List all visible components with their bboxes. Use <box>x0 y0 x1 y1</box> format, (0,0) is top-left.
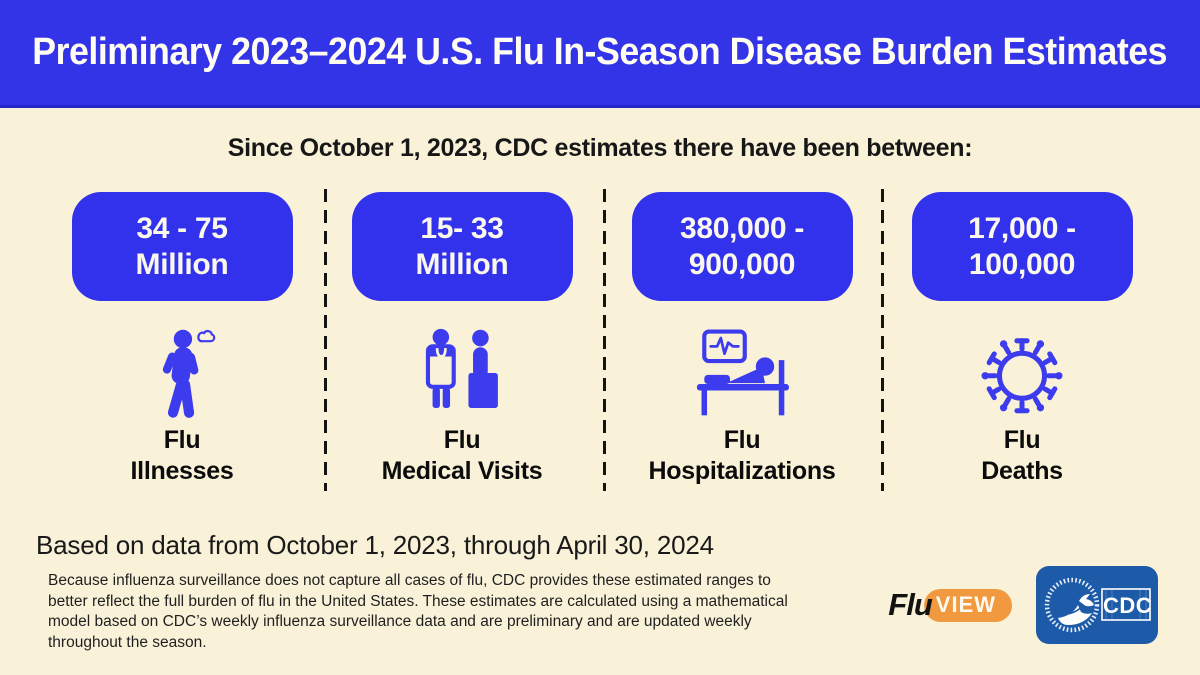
dashed-divider <box>603 189 606 491</box>
cdc-logo: CDC <box>1036 566 1158 644</box>
fluview-logo-view-pill: VIEW <box>923 588 1012 622</box>
range-line2: 100,000 <box>968 247 1076 281</box>
subtitle: Since October 1, 2023, CDC estimates the… <box>227 134 973 162</box>
dashed-divider <box>881 189 884 491</box>
person-coughing-icon <box>42 326 322 420</box>
range-line2: Million <box>415 247 509 281</box>
date-range-note: Based on data from October 1, 2023, thro… <box>36 530 714 560</box>
fluview-logo-flu: Flu <box>888 587 932 622</box>
estimate-column-medical-visits: 15- 33 Million <box>322 192 602 487</box>
estimate-column-hospitalizations: 380,000 - 900,000 Flu Hospitalizations <box>602 192 882 487</box>
range-line1: 17,000 - <box>968 211 1076 245</box>
fluview-logo-view: VIEW <box>935 591 996 617</box>
medical-visit-icon <box>322 326 602 420</box>
estimate-label: Flu Illnesses <box>130 426 234 485</box>
estimate-range-badge: 17,000 - 100,000 <box>911 192 1133 301</box>
fluview-logo: Flu VIEW <box>888 587 1012 623</box>
estimates-row: 34 - 75 Million Flu Illnesses <box>42 192 1162 487</box>
cdc-logo-text: CDC <box>1103 593 1152 618</box>
hospital-bed-icon <box>602 326 882 420</box>
range-line1: 34 - 75 <box>136 211 228 245</box>
dashed-divider <box>324 189 327 491</box>
estimate-column-deaths: 17,000 - 100,000 <box>882 192 1162 487</box>
range-line1: 380,000 - <box>679 211 805 245</box>
estimate-range-badge: 380,000 - 900,000 <box>631 192 853 301</box>
estimate-column-illnesses: 34 - 75 Million Flu Illnesses <box>42 192 322 487</box>
banner: Preliminary 2023–2024 U.S. Flu In-Season… <box>0 0 1200 108</box>
estimate-range-badge: 15- 33 Million <box>351 192 573 301</box>
range-line1: 15- 33 <box>420 211 504 245</box>
estimate-range-badge: 34 - 75 Million <box>71 192 293 301</box>
range-line2: 900,000 <box>688 247 796 281</box>
estimate-label: Flu Deaths <box>981 426 1063 485</box>
disclaimer-text: Because influenza surveillance does not … <box>48 572 788 651</box>
estimate-label: Flu Medical Visits <box>381 426 543 485</box>
logos: Flu VIEW CDC <box>888 566 1158 644</box>
virus-icon <box>882 326 1162 420</box>
page-title: Preliminary 2023–2024 U.S. Flu In-Season… <box>32 31 1168 73</box>
range-line2: Million <box>135 247 229 281</box>
estimate-label: Flu Hospitalizations <box>648 426 836 485</box>
